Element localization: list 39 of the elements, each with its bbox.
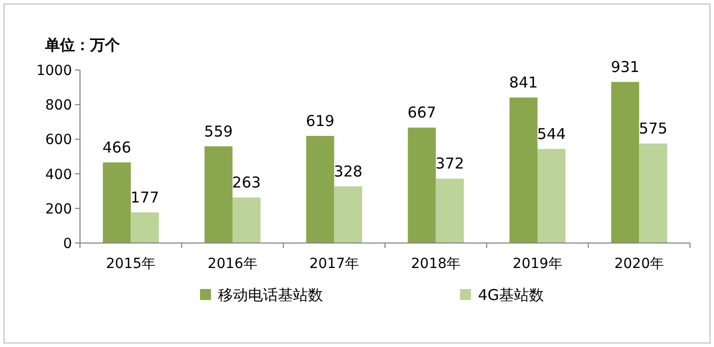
y-tick-label: 200 [45, 201, 72, 218]
legend-label: 移动电话基站数 [218, 286, 323, 304]
data-label: 559 [204, 122, 233, 140]
bar [538, 148, 566, 243]
y-tick-label: 600 [45, 132, 72, 148]
bar [436, 178, 464, 243]
x-tick-label: 2019年 [512, 256, 562, 272]
y-tick-label: 800 [45, 98, 72, 114]
bar [102, 162, 131, 243]
x-tick-label: 2015年 [106, 256, 156, 272]
legend-label: 4G基站数 [478, 286, 544, 304]
bar [639, 144, 668, 243]
data-label: 575 [638, 120, 668, 138]
y-tick-label: 0 [63, 236, 72, 252]
data-label: 372 [436, 154, 464, 173]
data-label: 177 [130, 188, 160, 206]
y-tick-label: 1000 [36, 63, 72, 79]
bar [306, 136, 334, 243]
y-axis-title: 单位：万个 [44, 36, 121, 54]
data-label: 619 [306, 112, 334, 130]
data-label: 841 [509, 74, 538, 92]
data-label: 466 [102, 138, 132, 156]
data-label: 667 [408, 104, 436, 122]
bar [232, 198, 260, 243]
bar [510, 98, 538, 243]
bar [204, 146, 232, 243]
data-label: 328 [334, 162, 362, 180]
x-tick-label: 2020年 [614, 256, 664, 272]
data-label: 263 [232, 174, 261, 192]
data-label: 544 [537, 124, 566, 143]
bar [130, 212, 159, 243]
bar [334, 186, 362, 243]
bar [408, 128, 436, 243]
x-tick-label: 2018年 [411, 256, 461, 272]
bar [611, 82, 640, 243]
data-label: 931 [610, 58, 640, 76]
x-tick-label: 2017年 [309, 256, 359, 272]
y-tick-label: 400 [45, 166, 72, 183]
x-tick-label: 2016年 [208, 256, 258, 272]
